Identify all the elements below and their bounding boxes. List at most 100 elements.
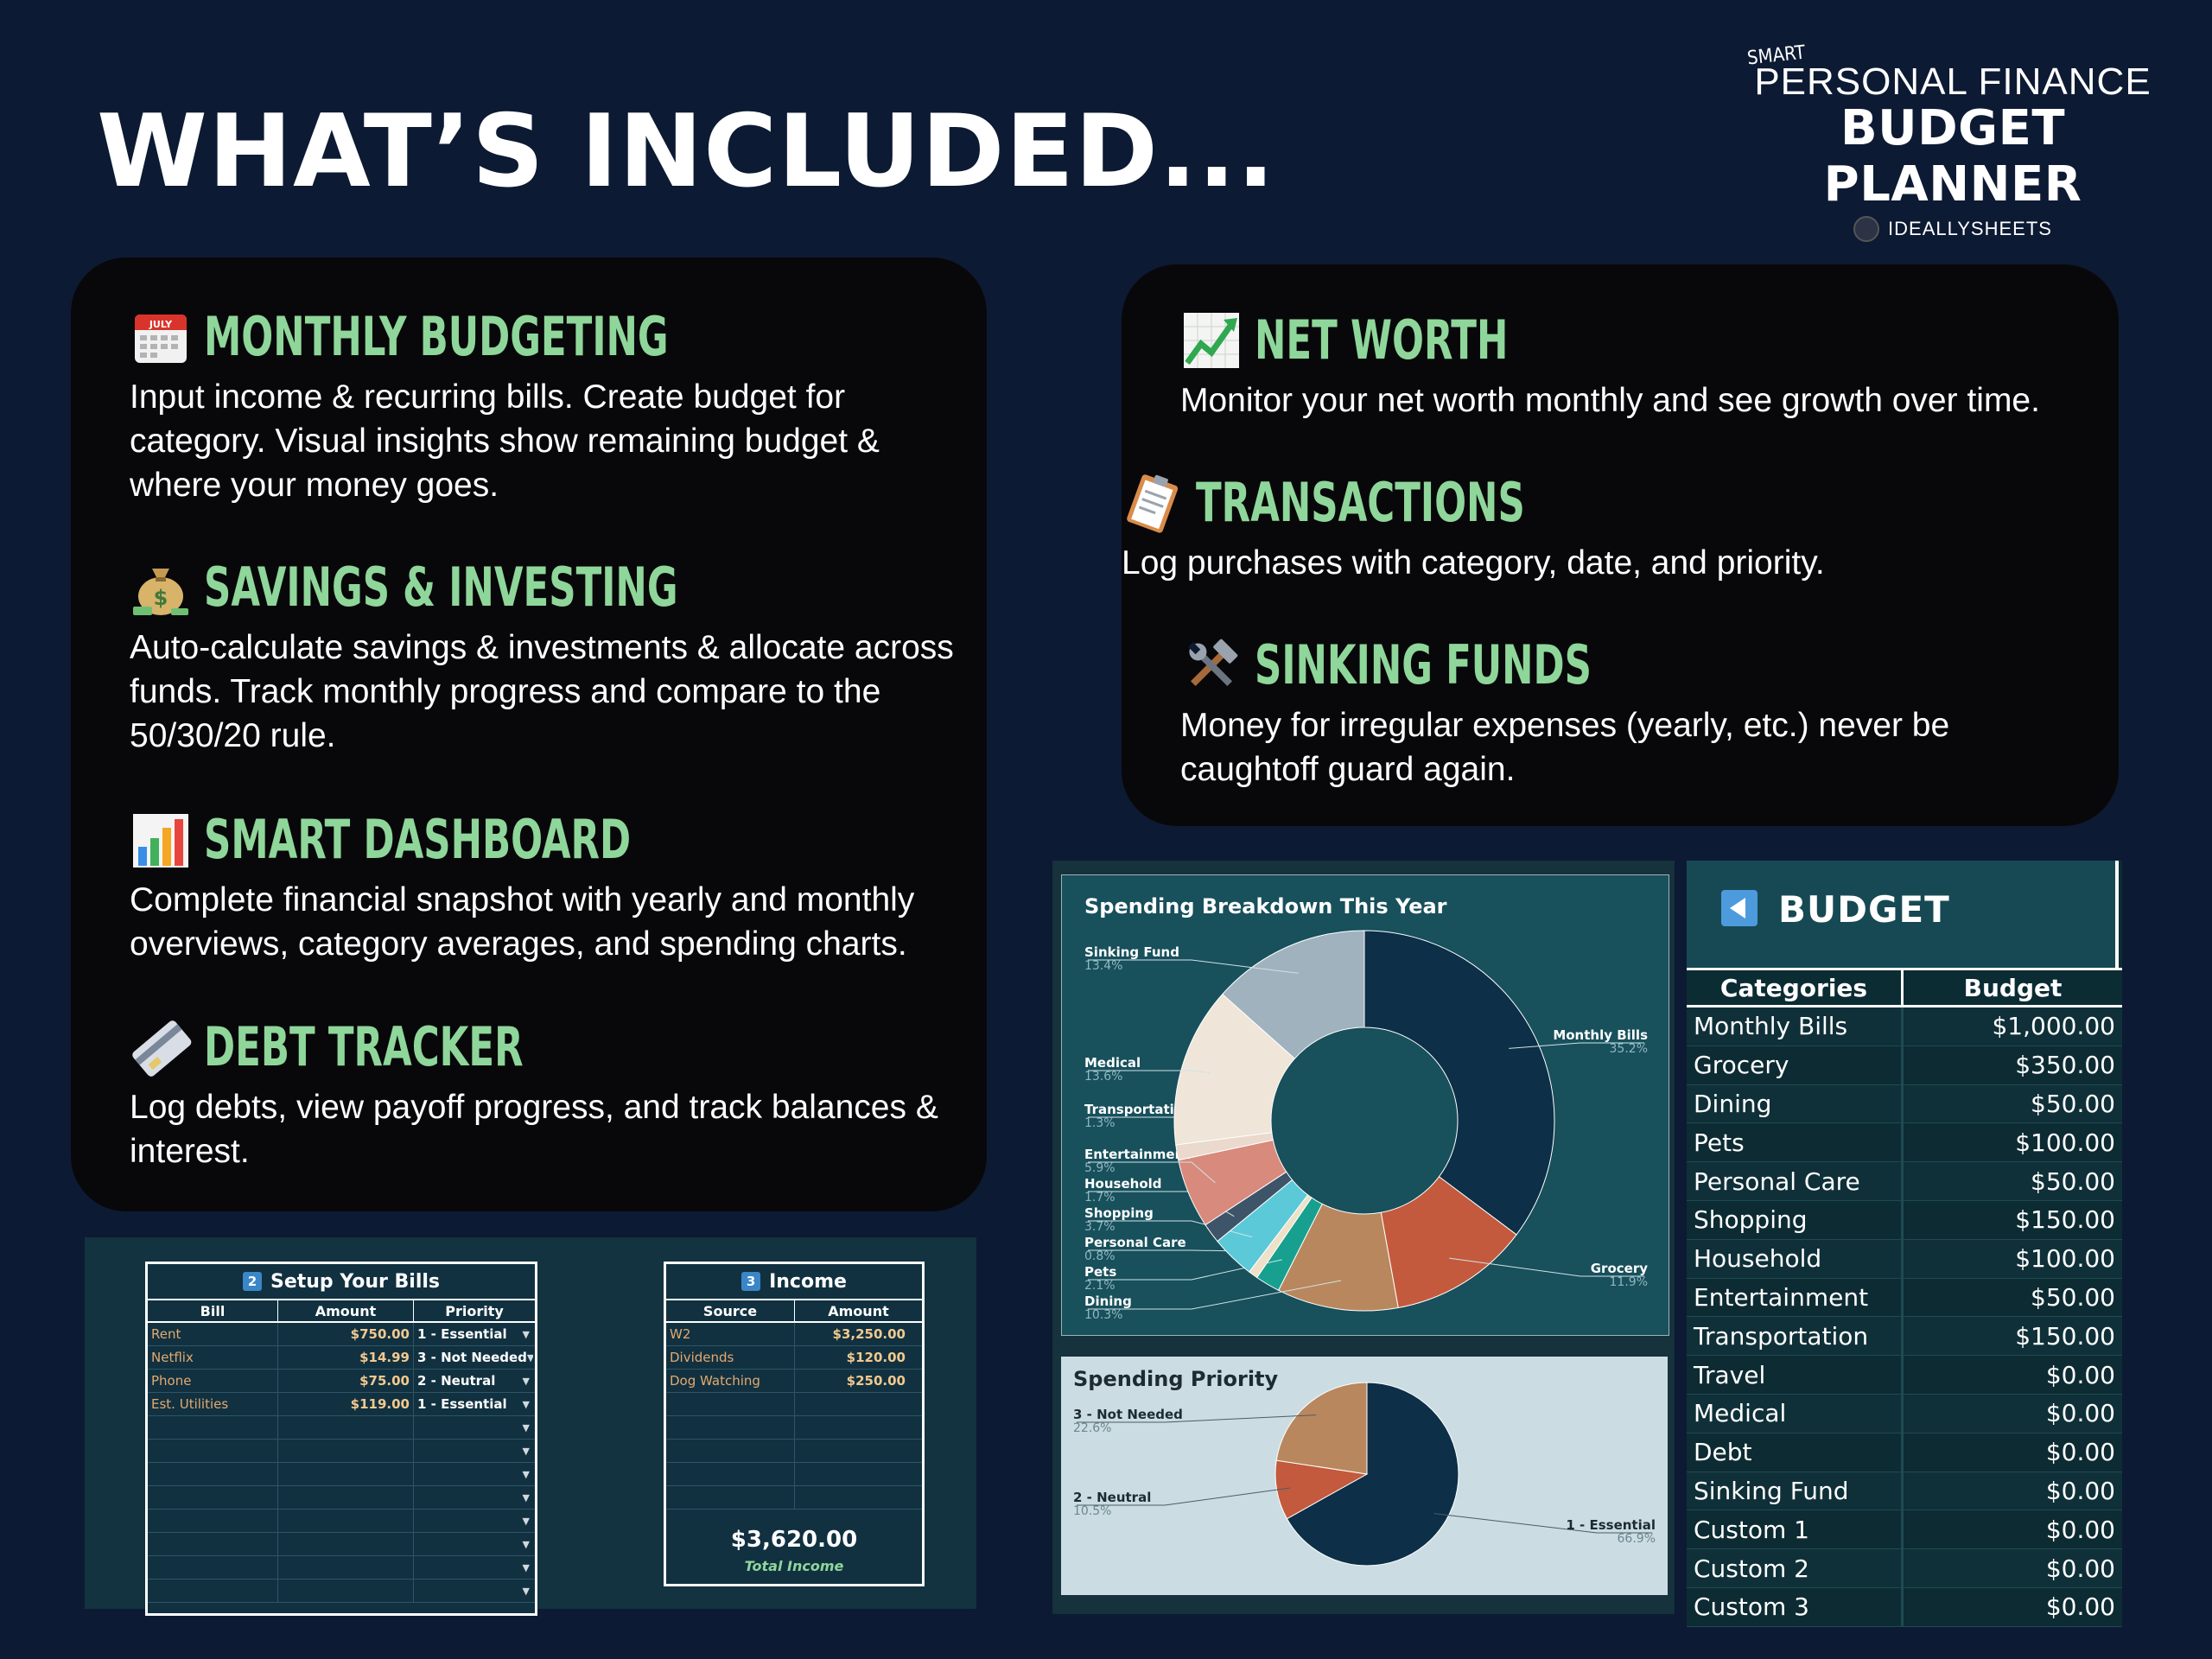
- income-source[interactable]: [666, 1416, 795, 1439]
- income-source[interactable]: Dividends: [666, 1346, 795, 1369]
- budget-amount[interactable]: $1,000.00: [1992, 1012, 2115, 1041]
- budget-amount[interactable]: $0.00: [2045, 1438, 2115, 1467]
- chevron-down-icon[interactable]: ▼: [522, 1538, 530, 1550]
- bill-amount[interactable]: $119.00: [278, 1393, 414, 1415]
- chevron-down-icon[interactable]: ▼: [522, 1515, 530, 1527]
- bill-name[interactable]: [148, 1463, 278, 1485]
- bill-amount[interactable]: [278, 1486, 414, 1509]
- bill-amount[interactable]: [278, 1463, 414, 1485]
- income-source[interactable]: [666, 1463, 795, 1485]
- income-source[interactable]: W2: [666, 1323, 795, 1345]
- income-source[interactable]: [666, 1393, 795, 1415]
- income-amount[interactable]: [795, 1440, 909, 1462]
- slice-percent: 10.5%: [1073, 1504, 1111, 1518]
- income-amount[interactable]: [795, 1393, 909, 1415]
- chevron-down-icon[interactable]: ▼: [522, 1328, 530, 1340]
- bill-amount[interactable]: [278, 1416, 414, 1439]
- priority-value: 2 - Neutral: [417, 1373, 496, 1389]
- budget-amount[interactable]: $0.00: [2045, 1360, 2115, 1389]
- table-row: Debt $0.00: [1687, 1433, 2122, 1472]
- priority-select[interactable]: ▼: [414, 1580, 533, 1602]
- bill-name[interactable]: Rent: [148, 1323, 278, 1345]
- priority-select[interactable]: ▼: [414, 1486, 533, 1509]
- priority-select[interactable]: ▼: [414, 1416, 533, 1439]
- slice-percent: 0.8%: [1084, 1249, 1116, 1263]
- budget-amount[interactable]: $50.00: [2031, 1166, 2115, 1196]
- budget-amount[interactable]: $150.00: [2015, 1205, 2115, 1235]
- bill-name[interactable]: [148, 1533, 278, 1555]
- feature-desc: Log purchases with category, date, and p…: [1122, 544, 1825, 582]
- priority-select[interactable]: 2 - Neutral ▼: [414, 1370, 533, 1392]
- step-badge: 3: [741, 1272, 761, 1291]
- priority-select[interactable]: ▼: [414, 1556, 533, 1579]
- chevron-down-icon[interactable]: ▼: [522, 1468, 530, 1480]
- chevron-down-icon[interactable]: ▼: [522, 1398, 530, 1410]
- bill-name[interactable]: [148, 1416, 278, 1439]
- pie-slice: [1286, 1382, 1459, 1567]
- bill-amount[interactable]: $14.99: [278, 1346, 414, 1369]
- bills-income-sheet: 2 Setup Your Bills Bill Amount Priority …: [85, 1237, 976, 1616]
- table-row: ▼: [148, 1533, 535, 1556]
- col-header-categories: Categories: [1687, 970, 1904, 1005]
- income-source[interactable]: [666, 1486, 795, 1509]
- bill-amount[interactable]: [278, 1510, 414, 1532]
- budget-amount[interactable]: $0.00: [2045, 1399, 2115, 1428]
- bill-name[interactable]: Netflix: [148, 1346, 278, 1369]
- chevron-down-icon[interactable]: ▼: [526, 1351, 533, 1363]
- bill-amount[interactable]: [278, 1556, 414, 1579]
- budget-amount[interactable]: $100.00: [2015, 1128, 2115, 1157]
- chevron-down-icon[interactable]: ▼: [522, 1375, 530, 1387]
- budget-amount[interactable]: $100.00: [2015, 1244, 2115, 1274]
- bill-amount[interactable]: $75.00: [278, 1370, 414, 1392]
- income-amount[interactable]: [795, 1416, 909, 1439]
- priority-select[interactable]: 1 - Essential ▼: [414, 1323, 533, 1345]
- chevron-down-icon[interactable]: ▼: [522, 1561, 530, 1573]
- priority-select[interactable]: ▼: [414, 1510, 533, 1532]
- income-amount[interactable]: $250.00: [846, 1373, 906, 1389]
- budget-amount[interactable]: $50.00: [2031, 1089, 2115, 1118]
- bill-amount[interactable]: [278, 1580, 414, 1602]
- back-arrow-icon[interactable]: [1721, 890, 1758, 926]
- priority-select[interactable]: 1 - Essential ▼: [414, 1393, 533, 1415]
- chevron-down-icon[interactable]: ▼: [522, 1585, 530, 1597]
- budget-amount[interactable]: $0.00: [2045, 1554, 2115, 1583]
- chevron-down-icon[interactable]: ▼: [522, 1421, 530, 1433]
- income-amount[interactable]: $3,250.00: [832, 1326, 906, 1342]
- bill-name[interactable]: Est. Utilities: [148, 1393, 278, 1415]
- chevron-down-icon[interactable]: ▼: [522, 1445, 530, 1457]
- col-header: Amount: [278, 1300, 414, 1321]
- budget-amount[interactable]: $0.00: [2045, 1592, 2115, 1622]
- budget-header-row: Categories Budget: [1687, 968, 2122, 1007]
- priority-select[interactable]: 3 - Not Needed ▼: [414, 1346, 533, 1369]
- bill-name[interactable]: Phone: [148, 1370, 278, 1392]
- income-amount[interactable]: $120.00: [846, 1350, 906, 1365]
- chevron-down-icon[interactable]: ▼: [522, 1491, 530, 1503]
- income-amount[interactable]: [795, 1463, 909, 1485]
- budget-amount[interactable]: $0.00: [2045, 1515, 2115, 1544]
- brand-mark-icon: [1853, 216, 1880, 242]
- bill-name[interactable]: [148, 1580, 278, 1602]
- bill-amount[interactable]: [278, 1440, 414, 1462]
- bill-name[interactable]: [148, 1556, 278, 1579]
- bill-amount[interactable]: $750.00: [278, 1323, 414, 1345]
- income-source[interactable]: Dog Watching: [666, 1370, 795, 1392]
- budget-amount[interactable]: $350.00: [2015, 1051, 2115, 1080]
- brand-maker-label: IDEALLYSHEETS: [1888, 218, 2052, 239]
- bill-name[interactable]: [148, 1486, 278, 1509]
- income-amount[interactable]: [795, 1486, 909, 1509]
- priority-select[interactable]: ▼: [414, 1463, 533, 1485]
- budget-amount[interactable]: $0.00: [2045, 1476, 2115, 1505]
- bill-name[interactable]: [148, 1440, 278, 1462]
- bill-name[interactable]: [148, 1510, 278, 1532]
- budget-amount[interactable]: $50.00: [2031, 1282, 2115, 1312]
- budget-amount[interactable]: $150.00: [2015, 1321, 2115, 1351]
- budget-category: Household: [1687, 1239, 1904, 1278]
- slice-label: 3 - Not Needed: [1073, 1407, 1183, 1422]
- col-header: Bill: [148, 1300, 278, 1321]
- priority-select[interactable]: ▼: [414, 1440, 533, 1462]
- income-source[interactable]: [666, 1440, 795, 1462]
- bill-amount[interactable]: [278, 1533, 414, 1555]
- budget-category: Custom 3: [1687, 1587, 1904, 1626]
- priority-select[interactable]: ▼: [414, 1533, 533, 1555]
- feature-desc: Money for irregular expenses (yearly, et…: [1180, 707, 1950, 788]
